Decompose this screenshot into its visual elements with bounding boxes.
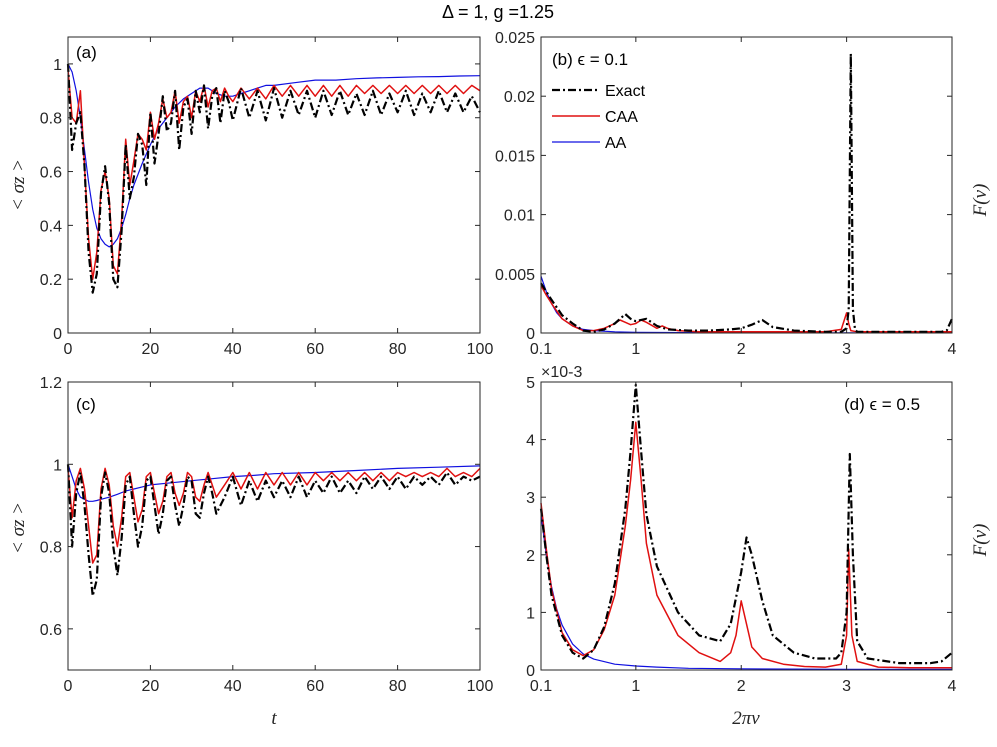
- legend-exact-label: Exact: [605, 83, 646, 100]
- panel-d-series-caa: [540, 421, 952, 669]
- panel-b-ylabel: F(ν): [970, 184, 991, 218]
- panel-d-ytick-label: 4: [526, 433, 535, 450]
- panel-a-ytick-label: 0.2: [40, 272, 62, 289]
- panel-b-ytick-label: 0.025: [495, 30, 535, 47]
- panel-d-ytick-label: 3: [526, 490, 535, 507]
- panel-d-xtick-label: 0.1: [530, 678, 552, 695]
- panel-b-xtick-label: 1: [631, 341, 640, 358]
- panel-b-series-aa: [540, 276, 952, 334]
- panel-c-ylabel: < σz >: [8, 502, 29, 554]
- panel-a: 0 20 40 60 80 100 0 0.2 0.4 0.6 0.8 1 (a) < σz >: [8, 36, 494, 358]
- panel-a-series-caa: [67, 69, 481, 280]
- panel-c-xtick-label: 20: [142, 678, 160, 695]
- panel-d-y-exponent: ×10-3: [541, 364, 582, 381]
- panel-c-series-exact: [66, 464, 481, 597]
- panel-d-xtick-label: 4: [948, 678, 957, 695]
- panel-a-ytick-label: 0.8: [40, 111, 62, 128]
- panel-d-ytick-label: 2: [526, 548, 535, 565]
- panel-a-series-aa: [67, 63, 481, 248]
- panel-a-series-exact: [66, 63, 481, 294]
- panel-c-xlabel: t: [271, 708, 277, 729]
- panel-c-ytick-label: 0.6: [40, 622, 62, 639]
- panel-d-ytick-label: 5: [526, 375, 535, 392]
- panel-b-ytick-label: 0.005: [495, 267, 535, 284]
- panel-d-xtick-label: 3: [842, 678, 851, 695]
- panel-a-ytick-label: 0.6: [40, 165, 62, 182]
- panel-c-ytick-label: 1.2: [40, 375, 62, 392]
- panel-d-frame: [540, 381, 953, 671]
- panel-a-xtick-label: 20: [142, 341, 160, 358]
- panel-a-label: (a): [76, 43, 97, 62]
- panel-d-ylabel: F(ν): [970, 524, 991, 558]
- panel-b-ytick-label: 0.01: [504, 208, 535, 225]
- panel-a-xtick-label: 40: [224, 341, 242, 358]
- panel-b-xtick-label: 2: [737, 341, 746, 358]
- panel-a-ytick-label: 0: [53, 326, 62, 343]
- panel-c-xtick-label: 40: [224, 678, 242, 695]
- panel-b-xtick-label: 3: [842, 341, 851, 358]
- panel-a-xtick-label: 100: [467, 341, 494, 358]
- legend-caa-label: CAA: [605, 109, 638, 126]
- panel-c-ytick-label: 1: [53, 457, 62, 474]
- panel-d-xtick-label: 2: [737, 678, 746, 695]
- legend: Exact CAA AA: [552, 83, 646, 152]
- panel-c-label: (c): [76, 395, 96, 414]
- panel-a-frame: [67, 36, 481, 334]
- panel-c-series-caa: [67, 467, 481, 564]
- panel-b: 0.1 1 2 3 4 0 0.005 0.01 0.015 0.02 0.025 (b) ϵ = …: [495, 30, 991, 358]
- panel-a-xtick-label: 80: [389, 341, 407, 358]
- panel-c-ytick-label: 0.8: [40, 540, 62, 557]
- panel-c-xtick-label: 100: [467, 678, 494, 695]
- panel-b-ytick-label: 0: [526, 326, 535, 343]
- panel-a-ytick-label: 1: [53, 57, 62, 74]
- panel-d-ytick-label: 1: [526, 605, 535, 622]
- panel-c-frame: [67, 381, 481, 671]
- panel-d-xlabel: 2πν: [732, 708, 760, 729]
- panel-d-label: (d) ϵ = 0.5: [844, 395, 920, 414]
- panel-c: 0 20 40 60 80 100 0.6 0.8 1 1.2 (c) < σz > t: [8, 375, 493, 729]
- panel-a-xtick-label: 60: [306, 341, 324, 358]
- panel-b-label: (b) ϵ = 0.1: [552, 50, 628, 69]
- panel-a-xtick-label: 0: [64, 341, 73, 358]
- panel-d: 0.1 1 2 3 4 0 1 2 3 4 5 (d) ϵ = 0.5 F(ν) 2πν ×10-3: [526, 364, 991, 729]
- panel-a-ytick-label: 0.4: [40, 218, 62, 235]
- panel-b-frame: [540, 36, 953, 334]
- panel-b-xtick-label: 4: [948, 341, 957, 358]
- panel-c-xtick-label: 80: [389, 678, 407, 695]
- panel-b-ytick-label: 0.02: [504, 89, 535, 106]
- panel-b-xtick-label: 0.1: [530, 341, 552, 358]
- legend-aa-label: AA: [605, 135, 627, 152]
- panel-b-series-caa: [540, 285, 952, 333]
- panel-c-xtick-label: 0: [64, 678, 73, 695]
- panel-d-ytick-label: 0: [526, 663, 535, 680]
- figure-title: Δ = 1, g =1.25: [442, 2, 554, 22]
- panel-b-ytick-label: 0.015: [495, 148, 535, 165]
- panel-a-ylabel: < σz >: [8, 159, 29, 211]
- panel-d-series-exact: [539, 383, 953, 665]
- panel-b-series-exact: [540, 52, 954, 333]
- panel-d-xtick-label: 1: [631, 678, 640, 695]
- panel-c-xtick-label: 60: [306, 678, 324, 695]
